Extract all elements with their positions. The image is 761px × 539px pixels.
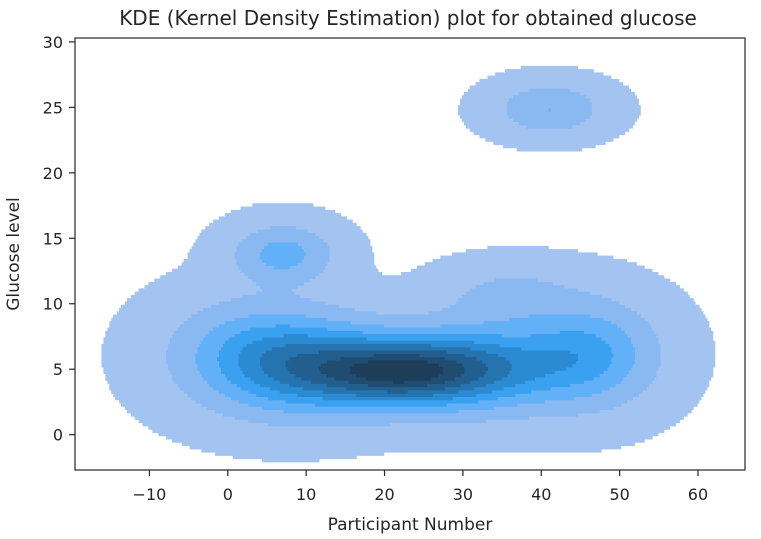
y-axis-label: Glucose level: [4, 197, 24, 311]
y-tick-label: 30: [43, 33, 63, 52]
y-tick-label: 0: [53, 426, 63, 445]
x-tick-label: 30: [453, 485, 473, 504]
x-tick-label: 60: [688, 485, 708, 504]
density-contours: [101, 65, 716, 463]
x-tick-label: −10: [133, 485, 167, 504]
x-tick-label: 40: [531, 485, 551, 504]
y-tick-label: 20: [43, 164, 63, 183]
y-tick-label: 5: [53, 360, 63, 379]
x-axis-label: Participant Number: [328, 515, 493, 535]
density-level-9: [350, 360, 443, 384]
y-tick-label: 25: [43, 98, 63, 117]
x-tick-label: 50: [609, 485, 629, 504]
x-tick-label: 20: [374, 485, 394, 504]
x-tick-label: 10: [296, 485, 316, 504]
y-tick-label: 15: [43, 229, 63, 248]
plot-frame: [74, 37, 746, 471]
x-tick-label: 0: [223, 485, 233, 504]
y-axis: 0 5 10 15 20 25 30: [43, 33, 75, 445]
x-axis: −10 0 10 20 30 40 50 60: [133, 470, 708, 504]
chart-title: KDE (Kernel Density Estimation) plot for…: [119, 6, 697, 30]
y-tick-label: 10: [43, 295, 63, 314]
